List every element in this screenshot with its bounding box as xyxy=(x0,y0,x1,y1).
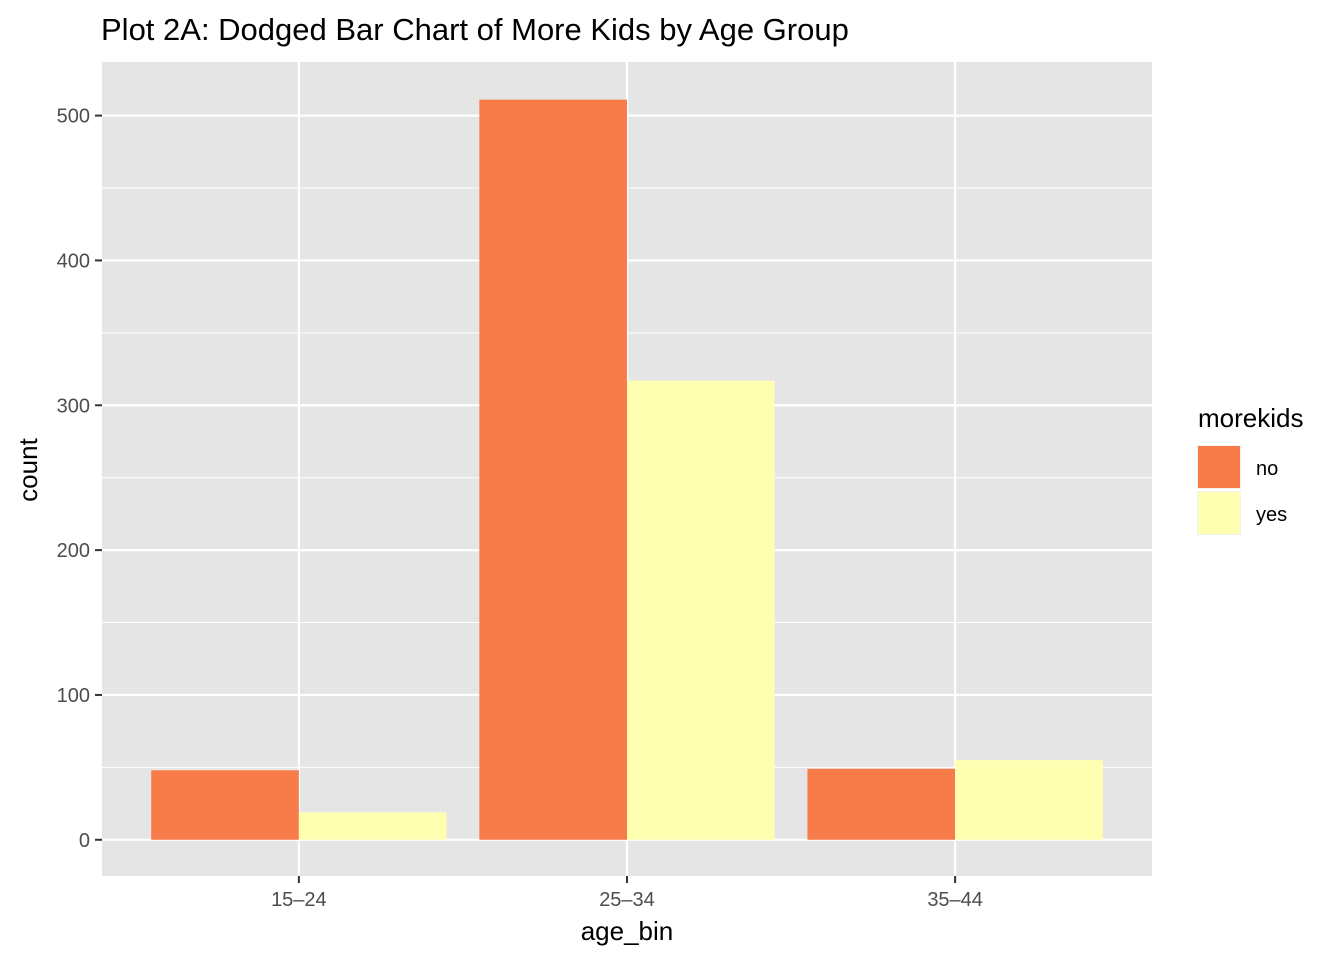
bar-yes-1 xyxy=(298,812,447,840)
legend: morekids no yes xyxy=(1197,403,1303,535)
x-tick-label: 15–24 xyxy=(271,889,327,911)
bars xyxy=(151,99,1103,840)
y-tick-label: 400 xyxy=(57,250,90,272)
y-axis-title: count xyxy=(13,437,43,501)
x-axis: 15–24 25–34 35–44 xyxy=(271,876,983,911)
legend-label-yes: yes xyxy=(1256,504,1287,526)
y-tick-label: 100 xyxy=(57,685,90,707)
legend-swatch-no xyxy=(1198,446,1240,488)
bar-yes-3 xyxy=(955,760,1103,840)
bar-no-3 xyxy=(807,768,956,840)
chart-title: Plot 2A: Dodged Bar Chart of More Kids b… xyxy=(101,12,849,47)
legend-label-no: no xyxy=(1256,458,1278,480)
x-tick-label: 25–34 xyxy=(599,889,655,911)
y-axis: 0 100 200 300 400 500 xyxy=(57,106,102,852)
x-axis-title: age_bin xyxy=(581,916,674,946)
y-tick-label: 0 xyxy=(79,830,90,852)
bar-no-1 xyxy=(151,770,299,840)
legend-title: morekids xyxy=(1198,403,1303,433)
y-tick-label: 300 xyxy=(57,395,90,417)
y-tick-label: 200 xyxy=(57,540,90,562)
bar-yes-2 xyxy=(627,380,775,840)
bar-no-2 xyxy=(479,99,627,840)
y-tick-label: 500 xyxy=(57,106,90,128)
x-tick-label: 35–44 xyxy=(927,889,983,911)
legend-swatch-yes xyxy=(1198,492,1240,534)
